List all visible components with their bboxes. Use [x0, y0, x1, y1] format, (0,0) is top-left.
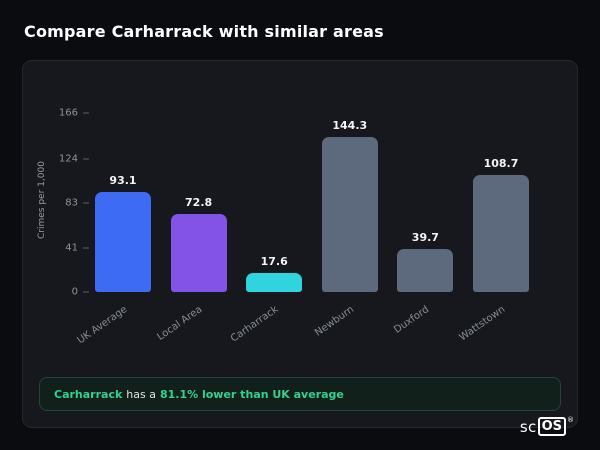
- x-axis-label-uk-average: UK Average: [75, 304, 130, 347]
- bar-uk-average[interactable]: [95, 191, 151, 292]
- chart-card: Crimes per 1,000 93.1 UK Average 72.8 Local…: [22, 60, 578, 428]
- insight-area-name: Carharrack: [54, 387, 123, 401]
- x-axis-label-local-area: Local Area: [155, 304, 205, 343]
- bar-newburn[interactable]: [321, 136, 378, 292]
- scos-logo: sc OS ®: [520, 417, 574, 436]
- x-axis-label-carharrack: Carharrack: [229, 304, 281, 345]
- bars-container: 93.1 UK Average 72.8 Local Area 17.6 Carharra…: [75, 107, 529, 346]
- insight-connector-text: has a: [126, 387, 156, 401]
- bar-carharrack[interactable]: [246, 273, 303, 292]
- y-axis-tick-label: 41: [65, 242, 78, 254]
- y-axis-tick-label: 166: [58, 107, 78, 119]
- bar-wattstown[interactable]: [472, 175, 529, 292]
- bar-value-uk-average: 93.1: [109, 173, 137, 187]
- bar-group-local-area: 72.8 Local Area: [156, 107, 227, 343]
- y-axis-tick-0: 0: [37, 287, 89, 298]
- registered-trademark-symbol: ®: [567, 416, 574, 424]
- bar-group-wattstown: 108.7 Wattstown: [458, 107, 529, 343]
- bar-group-newburn: 144.3 Newburn: [313, 107, 378, 339]
- logo-text-boxed: OS: [537, 417, 566, 436]
- bar-group-carharrack: 17.6 Carharrack: [229, 107, 303, 345]
- insight-banner: Carharrack has a 81.1% lower than UK ave…: [39, 377, 561, 411]
- y-axis-tick-label: 83: [65, 197, 78, 209]
- x-axis-label-newburn: Newburn: [313, 304, 357, 339]
- logo-text-prefix: sc: [519, 418, 537, 436]
- insight-highlight-text: 81.1% lower than UK average: [159, 387, 344, 401]
- y-axis-tick-166: 166: [37, 108, 89, 119]
- y-axis-tick-mark: [83, 202, 89, 204]
- y-axis-tick-41: 41: [37, 242, 89, 253]
- x-axis-label-wattstown: Wattstown: [457, 304, 508, 344]
- y-axis-tick-mark: [83, 247, 89, 249]
- bar-group-uk-average: 93.1 UK Average: [75, 107, 151, 346]
- y-axis-tick-83: 83: [37, 197, 89, 208]
- y-axis-tick-mark: [83, 158, 89, 160]
- plot-area: 93.1 UK Average 72.8 Local Area 17.6 Carharra…: [59, 107, 529, 346]
- page-title: Compare Carharrack with similar areas: [24, 22, 384, 41]
- bar-local-area[interactable]: [170, 213, 227, 292]
- y-axis-tick-label: 0: [71, 286, 78, 298]
- y-axis-tick-mark: [83, 291, 89, 293]
- bar-value-wattstown: 108.7: [483, 157, 519, 171]
- bar-value-local-area: 72.8: [185, 195, 213, 209]
- y-axis-tick-mark: [83, 112, 89, 114]
- bar-value-carharrack: 17.6: [260, 255, 288, 269]
- bar-value-newburn: 144.3: [332, 118, 368, 132]
- x-axis-label-duxford: Duxford: [392, 304, 432, 336]
- bar-group-duxford: 39.7 Duxford: [393, 107, 454, 336]
- bar-value-duxford: 39.7: [411, 231, 439, 245]
- bar-duxford[interactable]: [397, 249, 454, 292]
- y-axis-tick-label: 124: [58, 153, 78, 165]
- y-axis-tick-124: 124: [37, 153, 89, 164]
